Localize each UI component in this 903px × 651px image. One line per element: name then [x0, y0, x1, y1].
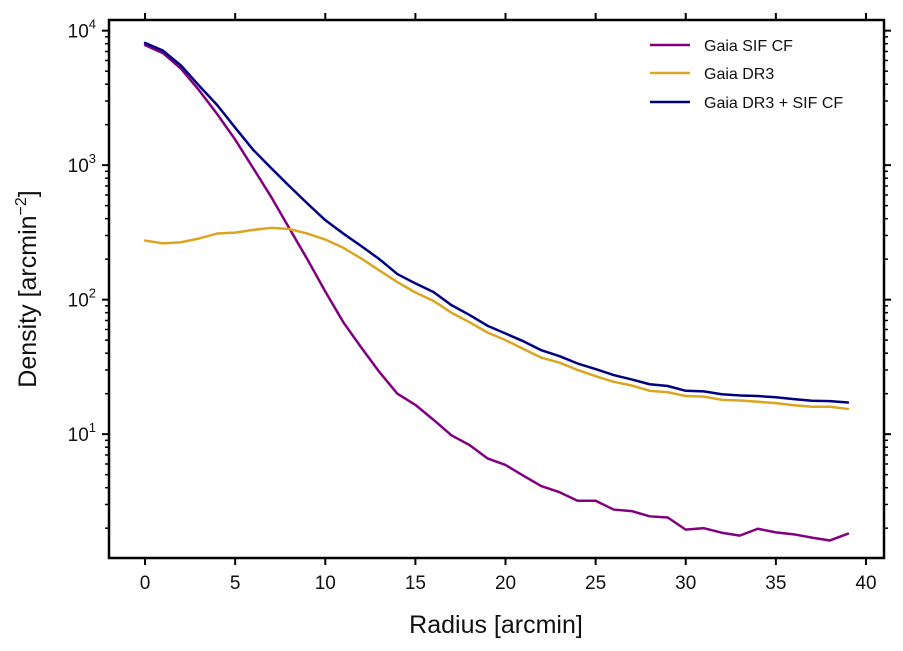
y-tick-label-base: 10 [68, 22, 89, 43]
legend-label-gaia-dr3-sif-cf: Gaia DR3 + SIF CF [704, 95, 843, 112]
x-axis-title: Radius [arcmin] [409, 611, 583, 639]
plot-frame [107, 18, 886, 560]
y-tick-label: 102 [68, 286, 96, 312]
y-tick-label-base: 10 [68, 156, 89, 177]
legend-label-gaia-dr3: Gaia DR3 [704, 66, 774, 83]
y-axis-title: Density [arcmin−2] [13, 190, 42, 387]
y-axis-title-main: Density [arcmin [14, 215, 42, 387]
x-tick-label: 5 [230, 573, 241, 594]
series-line-gaia-dr3 [143, 226, 850, 411]
x-tick-label: 0 [140, 573, 151, 594]
y-axis-title-superscript: −2 [13, 197, 30, 215]
legend: Gaia SIF CF Gaia DR3 Gaia DR3 + SIF CF [650, 38, 843, 112]
y-tick-label-exponent: 4 [89, 17, 96, 32]
tick-layer [102, 13, 891, 565]
legend-label-gaia-sif-cf: Gaia SIF CF [704, 38, 793, 55]
y-tick-label-exponent: 1 [89, 420, 96, 435]
x-tick-label: 15 [405, 573, 426, 594]
x-tick-label: 20 [495, 573, 516, 594]
x-tick-label: 30 [675, 573, 696, 594]
y-tick-label-base: 10 [68, 425, 89, 446]
x-tick-label: 25 [585, 573, 606, 594]
x-tick-label: 10 [315, 573, 336, 594]
series-line-gaia-dr3-sif-cf [143, 41, 850, 404]
y-axis-title-close: ] [14, 190, 42, 197]
series-line-gaia-sif-cf [143, 43, 850, 542]
x-tick-label: 40 [855, 573, 876, 594]
y-tick-label: 104 [68, 17, 96, 43]
y-tick-label: 103 [68, 151, 96, 177]
y-tick-label: 101 [68, 420, 96, 446]
y-tick-label-exponent: 3 [89, 151, 96, 166]
x-tick-label: 35 [765, 573, 786, 594]
y-tick-label-base: 10 [68, 291, 89, 312]
y-tick-label-exponent: 2 [89, 286, 96, 301]
series-layer [143, 41, 850, 542]
